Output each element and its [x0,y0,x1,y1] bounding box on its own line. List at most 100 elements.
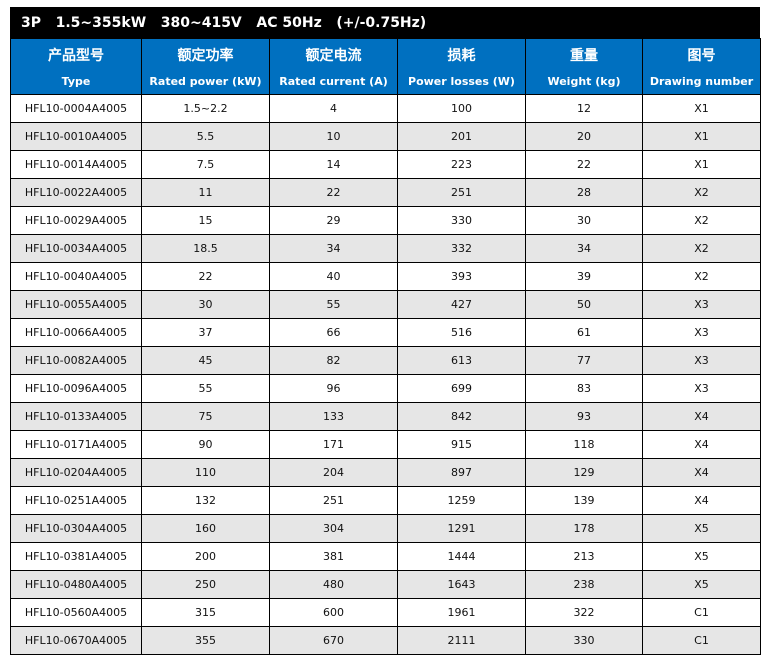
cell-weight: 93 [525,402,643,431]
cell-type: HFL10-0251A4005 [10,486,142,515]
table-row: HFL10-0171A4005 90 171 915 118 X4 [10,430,761,459]
cell-type: HFL10-0304A4005 [10,514,142,543]
cell-rated-power: 45 [141,346,270,375]
cell-rated-power: 22 [141,262,270,291]
cell-rated-current: 29 [269,206,398,235]
cell-weight: 322 [525,598,643,627]
column-header-cn: 损耗 [447,48,476,64]
table-row: HFL10-0014A4005 7.5 14 223 22 X1 [10,150,761,179]
table-row: HFL10-0055A4005 30 55 427 50 X3 [10,290,761,319]
cell-type: HFL10-0014A4005 [10,150,142,179]
table-row: HFL10-0560A4005 315 600 1961 322 C1 [10,598,761,627]
spec-table-container: 3P 1.5~355kW 380~415V AC 50Hz (+/-0.75Hz… [10,7,761,655]
cell-weight: 77 [525,346,643,375]
cell-rated-power: 1.5~2.2 [141,94,270,123]
cell-drawing-number: X2 [642,206,761,235]
cell-rated-current: 66 [269,318,398,347]
column-header-cn: 图号 [687,48,716,64]
table-title: 3P 1.5~355kW 380~415V AC 50Hz (+/-0.75Hz… [10,7,760,38]
cell-power-losses: 223 [397,150,526,179]
cell-power-losses: 897 [397,458,526,487]
cell-drawing-number: X4 [642,486,761,515]
column-header-en: Type [61,75,91,88]
cell-weight: 178 [525,514,643,543]
table-row: HFL10-0004A4005 1.5~2.2 4 100 12 X1 [10,94,761,123]
cell-drawing-number: X4 [642,430,761,459]
column-header-cn: 额定电流 [305,48,362,64]
column-header-rated-current: 额定电流 Rated current (A) [269,38,398,95]
cell-rated-current: 600 [269,598,398,627]
cell-power-losses: 1259 [397,486,526,515]
cell-drawing-number: X3 [642,374,761,403]
cell-weight: 83 [525,374,643,403]
cell-power-losses: 842 [397,402,526,431]
cell-rated-power: 18.5 [141,234,270,263]
cell-rated-power: 15 [141,206,270,235]
table-row: HFL10-0029A4005 15 29 330 30 X2 [10,206,761,235]
cell-power-losses: 516 [397,318,526,347]
table-row: HFL10-0381A4005 200 381 1444 213 X5 [10,542,761,571]
table-row: HFL10-0022A4005 11 22 251 28 X2 [10,178,761,207]
cell-rated-power: 7.5 [141,150,270,179]
cell-rated-power: 5.5 [141,122,270,151]
cell-type: HFL10-0560A4005 [10,598,142,627]
cell-weight: 118 [525,430,643,459]
cell-power-losses: 251 [397,178,526,207]
cell-drawing-number: X1 [642,150,761,179]
cell-rated-current: 480 [269,570,398,599]
cell-rated-current: 96 [269,374,398,403]
cell-drawing-number: C1 [642,626,761,655]
table-row: HFL10-0133A4005 75 133 842 93 X4 [10,402,761,431]
table-row: HFL10-0304A4005 160 304 1291 178 X5 [10,514,761,543]
cell-type: HFL10-0480A4005 [10,570,142,599]
cell-weight: 50 [525,290,643,319]
cell-rated-current: 251 [269,486,398,515]
cell-rated-power: 250 [141,570,270,599]
cell-drawing-number: X3 [642,318,761,347]
column-header-rated-power: 额定功率 Rated power (kW) [141,38,270,95]
cell-rated-power: 160 [141,514,270,543]
cell-weight: 61 [525,318,643,347]
column-header-cn: 额定功率 [177,48,234,64]
cell-power-losses: 100 [397,94,526,123]
column-header-en: Weight (kg) [547,75,621,88]
cell-weight: 213 [525,542,643,571]
cell-weight: 139 [525,486,643,515]
cell-drawing-number: X3 [642,290,761,319]
cell-rated-power: 55 [141,374,270,403]
cell-drawing-number: X2 [642,178,761,207]
column-header-weight: 重量 Weight (kg) [525,38,643,95]
cell-rated-current: 670 [269,626,398,655]
cell-rated-current: 82 [269,346,398,375]
cell-type: HFL10-0204A4005 [10,458,142,487]
cell-power-losses: 201 [397,122,526,151]
cell-type: HFL10-0381A4005 [10,542,142,571]
cell-rated-power: 90 [141,430,270,459]
cell-type: HFL10-0055A4005 [10,290,142,319]
table-row: HFL10-0034A4005 18.5 34 332 34 X2 [10,234,761,263]
cell-weight: 28 [525,178,643,207]
cell-rated-power: 75 [141,402,270,431]
cell-power-losses: 332 [397,234,526,263]
column-header-en: Rated power (kW) [149,75,262,88]
table-row: HFL10-0010A4005 5.5 10 201 20 X1 [10,122,761,151]
cell-drawing-number: X2 [642,234,761,263]
cell-rated-current: 55 [269,290,398,319]
column-header-cn: 产品型号 [48,48,104,64]
cell-rated-current: 171 [269,430,398,459]
cell-drawing-number: X3 [642,346,761,375]
table-row: HFL10-0040A4005 22 40 393 39 X2 [10,262,761,291]
cell-type: HFL10-0034A4005 [10,234,142,263]
cell-type: HFL10-0022A4005 [10,178,142,207]
cell-power-losses: 613 [397,346,526,375]
column-header-en: Power losses (W) [408,75,515,88]
cell-type: HFL10-0082A4005 [10,346,142,375]
cell-rated-current: 381 [269,542,398,571]
table-row: HFL10-0096A4005 55 96 699 83 X3 [10,374,761,403]
cell-power-losses: 1444 [397,542,526,571]
cell-power-losses: 2111 [397,626,526,655]
cell-weight: 330 [525,626,643,655]
cell-power-losses: 1291 [397,514,526,543]
cell-drawing-number: X4 [642,402,761,431]
cell-weight: 238 [525,570,643,599]
